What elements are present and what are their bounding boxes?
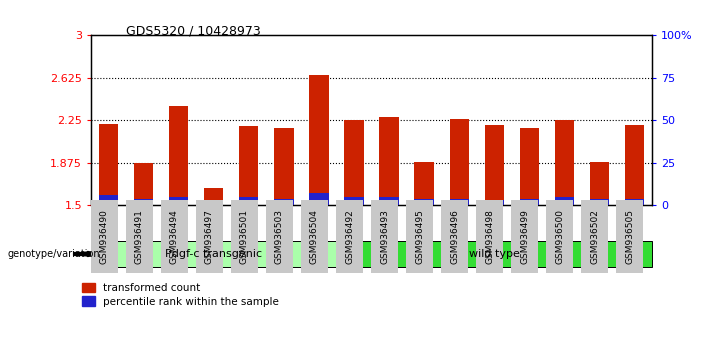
Bar bbox=[519, 199, 539, 205]
Bar bbox=[449, 199, 469, 205]
Text: GSM936503: GSM936503 bbox=[275, 209, 284, 264]
Bar bbox=[590, 162, 609, 205]
Text: GSM936495: GSM936495 bbox=[415, 209, 424, 264]
Text: GSM936494: GSM936494 bbox=[170, 209, 179, 264]
Text: GSM936492: GSM936492 bbox=[345, 209, 354, 264]
Bar bbox=[344, 120, 364, 205]
Text: GSM936496: GSM936496 bbox=[450, 209, 459, 264]
Bar bbox=[344, 197, 364, 205]
Bar bbox=[449, 119, 469, 205]
Text: GSM936490: GSM936490 bbox=[100, 209, 109, 264]
Bar bbox=[309, 193, 329, 205]
Bar bbox=[239, 126, 259, 205]
Bar bbox=[484, 125, 504, 205]
Text: genotype/variation: genotype/variation bbox=[7, 249, 100, 259]
Text: GSM936504: GSM936504 bbox=[310, 209, 319, 264]
Bar bbox=[554, 197, 574, 205]
Text: GSM936499: GSM936499 bbox=[520, 209, 529, 264]
Bar bbox=[204, 200, 224, 205]
Bar bbox=[99, 195, 118, 205]
Text: GSM936500: GSM936500 bbox=[555, 209, 564, 264]
Bar bbox=[484, 200, 504, 205]
Text: Pdgf-c transgenic: Pdgf-c transgenic bbox=[165, 249, 262, 259]
Bar bbox=[625, 199, 644, 205]
Bar bbox=[309, 75, 329, 205]
Bar bbox=[99, 124, 118, 205]
Text: wild type: wild type bbox=[469, 249, 519, 259]
Bar bbox=[519, 128, 539, 205]
Bar bbox=[379, 117, 399, 205]
Legend: transformed count, percentile rank within the sample: transformed count, percentile rank withi… bbox=[82, 283, 279, 307]
Bar bbox=[134, 199, 154, 205]
Text: GSM936501: GSM936501 bbox=[240, 209, 249, 264]
Text: GSM936493: GSM936493 bbox=[380, 209, 389, 264]
Bar bbox=[274, 128, 294, 205]
Bar bbox=[274, 199, 294, 205]
Text: GSM936505: GSM936505 bbox=[625, 209, 634, 264]
Bar bbox=[239, 197, 259, 205]
Text: GSM936498: GSM936498 bbox=[485, 209, 494, 264]
Bar bbox=[590, 199, 609, 205]
Bar bbox=[134, 163, 154, 205]
Bar bbox=[204, 188, 224, 205]
Bar bbox=[414, 199, 434, 205]
Bar bbox=[554, 120, 574, 205]
Bar bbox=[169, 197, 189, 205]
Text: GSM936497: GSM936497 bbox=[205, 209, 214, 264]
Text: GSM936502: GSM936502 bbox=[590, 209, 599, 264]
Bar bbox=[379, 197, 399, 205]
Bar bbox=[414, 162, 434, 205]
Text: GSM936491: GSM936491 bbox=[135, 209, 144, 264]
Text: GDS5320 / 10428973: GDS5320 / 10428973 bbox=[126, 25, 261, 38]
Bar bbox=[169, 105, 189, 205]
Bar bbox=[625, 125, 644, 205]
